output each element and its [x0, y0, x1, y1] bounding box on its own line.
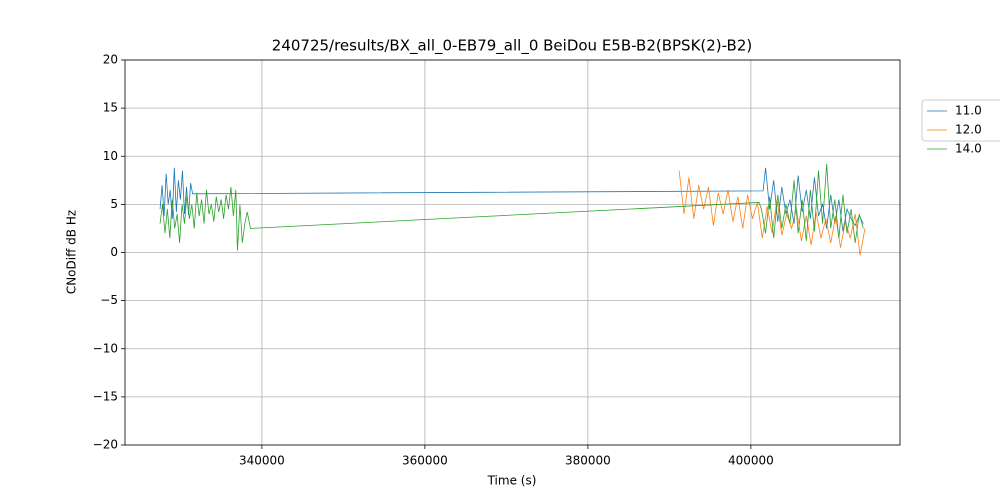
y-tick-label: −15 — [93, 389, 118, 403]
y-tick-label: 15 — [103, 101, 118, 115]
chart-title: 240725/results/BX_all_0-EB79_all_0 BeiDo… — [272, 37, 752, 56]
y-tick-label: 0 — [110, 245, 118, 259]
series-line — [159, 163, 864, 251]
x-tick-label: 360000 — [402, 454, 448, 468]
y-tick-label: 20 — [103, 53, 118, 67]
x-tick-label: 400000 — [728, 454, 774, 468]
y-tick-label: 5 — [110, 197, 118, 211]
y-axis-label: CNoDiff dB Hz — [65, 210, 79, 294]
series-line — [159, 167, 864, 232]
series-line — [678, 170, 866, 256]
plot-frame — [124, 59, 901, 446]
y-tick-label: 10 — [103, 149, 118, 163]
x-axis-label: Time (s) — [487, 474, 537, 488]
legend-box — [921, 99, 1000, 142]
y-tick-label: −5 — [100, 293, 118, 307]
legend-label: 11.0 — [955, 104, 982, 118]
x-tick-label: 380000 — [565, 454, 611, 468]
legend-label: 12.0 — [955, 123, 982, 137]
y-tick-label: −10 — [93, 341, 118, 355]
legend-label: 14.0 — [955, 142, 982, 156]
y-tick-label: −20 — [93, 438, 118, 452]
x-tick-label: 340000 — [239, 454, 285, 468]
